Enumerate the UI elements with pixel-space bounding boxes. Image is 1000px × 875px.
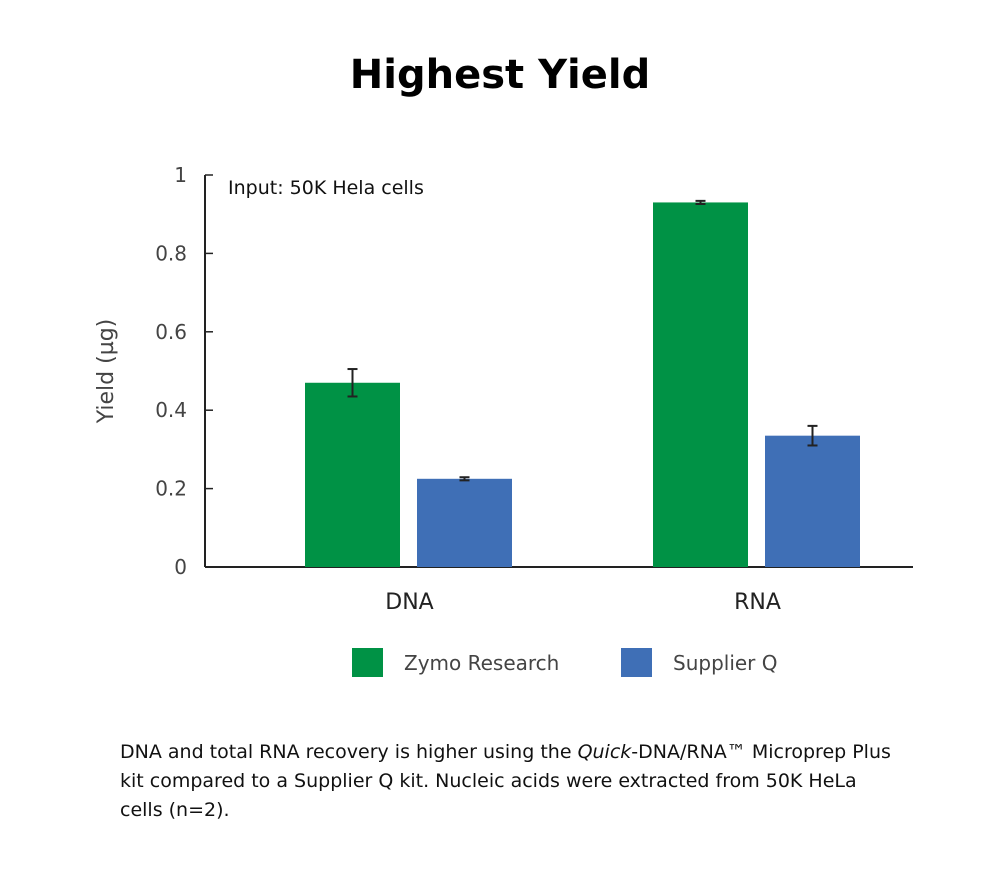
y-tick-label: 0 — [174, 555, 187, 579]
bar-dna-0 — [305, 382, 400, 567]
chart-annotation: Input: 50K Hela cells — [228, 177, 424, 199]
legend-swatch — [621, 648, 652, 677]
legend-swatch — [352, 648, 383, 677]
bar-dna-1 — [417, 478, 512, 567]
legend-label: Supplier Q — [673, 651, 778, 675]
y-tick-label: 0.4 — [155, 398, 187, 422]
bar-rna-1 — [765, 435, 860, 567]
y-tick-label: 0.6 — [155, 320, 187, 344]
caption-text-end: -DNA/RNA™ Microprep Plus kit compared to… — [120, 741, 891, 821]
caption-text: DNA and total RNA recovery is higher usi… — [120, 741, 578, 763]
caption-italic: Quick — [577, 741, 632, 763]
bar-chart: 0 0.2 0.4 0.6 0.8 1 Yield (µg) Input: 50K Hela … — [94, 163, 913, 677]
y-tick-label: 0.2 — [155, 477, 187, 501]
y-tick-label: 0.8 — [155, 241, 187, 265]
bar-rna-0 — [653, 202, 748, 567]
figure-caption: DNA and total RNA recovery is higher usi… — [120, 738, 900, 825]
y-tick-label: 1 — [174, 163, 187, 187]
y-axis-label: Yield (µg) — [94, 319, 119, 425]
page-title: Highest Yield — [349, 52, 651, 98]
category-label: RNA — [734, 590, 781, 615]
category-label: DNA — [385, 590, 433, 615]
legend-label: Zymo Research — [404, 651, 559, 675]
